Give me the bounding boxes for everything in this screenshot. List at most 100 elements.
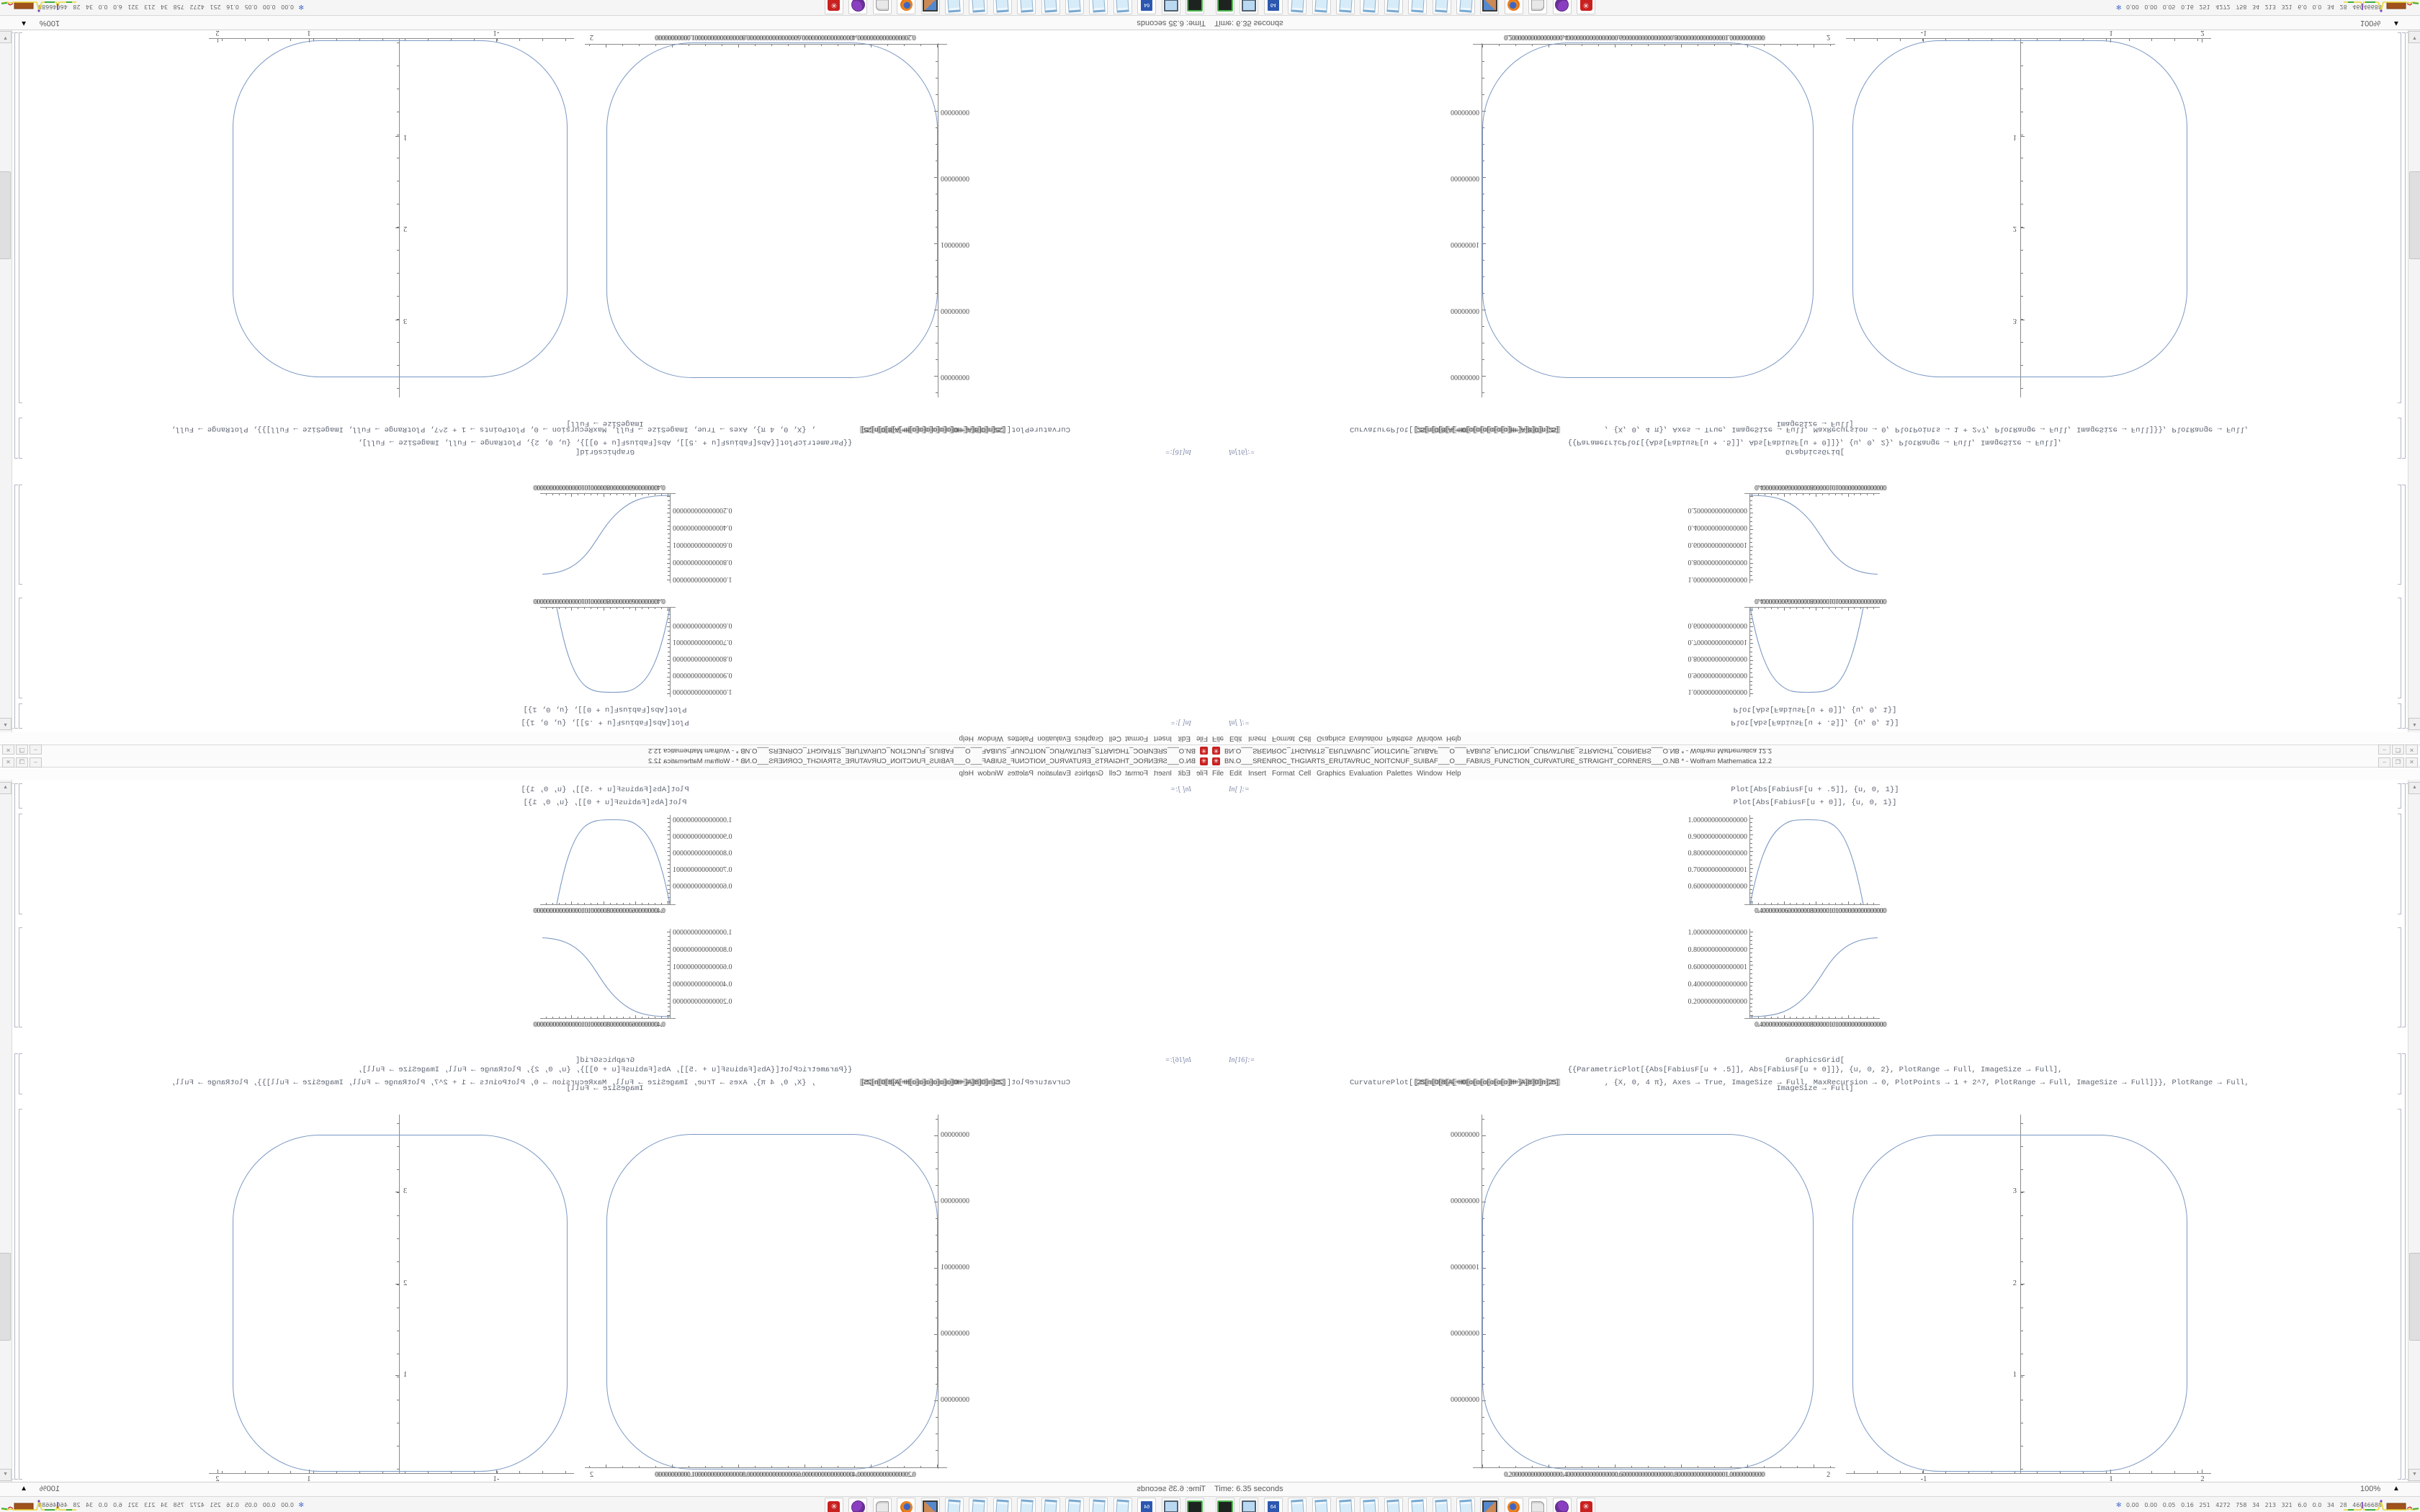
notepad-icon[interactable] [1336,1498,1355,1512]
code-line[interactable]: Plot[Abs[FabiusF[u + 0]], {u, 0, 1}] [1733,705,1897,714]
notepad-icon[interactable] [945,0,964,14]
cell-bracket[interactable] [19,1109,22,1480]
menu-palettes[interactable]: Palettes [1386,734,1413,742]
close-button[interactable]: ✕ [2,744,14,755]
cell-bracket[interactable] [14,1053,18,1480]
code-line[interactable]: GraphicsGrid[ [575,1056,635,1065]
menu-graphics[interactable]: Graphics [1317,734,1346,742]
notepad-icon[interactable] [1384,0,1403,14]
menu-evaluation[interactable]: Evaluation [1037,734,1071,742]
notepad-icon[interactable] [1456,1498,1475,1512]
menu-palettes[interactable]: Palettes [1007,734,1034,742]
notebook-area[interactable]: In[ ]:= Plot[Abs[FabiusF[u + .5]], {u, 0… [1210,780,2420,1482]
document-scroll-icon[interactable] [872,0,892,14]
cell-bracket[interactable] [14,783,18,1027]
firefox-icon[interactable] [1504,0,1523,14]
menu-format[interactable]: Format [1272,734,1295,742]
magnification-control[interactable]: 100% [39,1485,60,1493]
cell-bracket[interactable] [2398,703,2401,729]
magnification-arrow-icon[interactable]: ▲ [20,1485,27,1493]
display-settings-icon[interactable] [1161,1498,1180,1512]
notepad-icon[interactable] [1312,0,1331,14]
scroll-down-button[interactable]: ▼ [2408,31,2420,43]
minimize-button[interactable]: – [2378,744,2390,755]
menu-graphics[interactable]: Graphics [1074,770,1103,778]
code-line[interactable]: {{ParametricPlot[{Abs[FabiusF[u + .5]], … [357,1066,853,1074]
menu-graphics[interactable]: Graphics [1317,770,1346,778]
cell-bracket[interactable] [19,703,22,729]
menu-window[interactable]: Window [1417,770,1443,778]
screenshot-tool-icon[interactable] [920,0,940,14]
notepad-icon[interactable] [1041,1498,1060,1512]
scroll-down-button[interactable]: ▼ [0,31,12,43]
menu-insert[interactable]: Insert [1153,770,1172,778]
menu-graphics[interactable]: Graphics [1074,734,1103,742]
notepad-icon[interactable] [992,0,1012,14]
cell-bracket[interactable] [2398,783,2401,809]
scrollbar-thumb[interactable] [2409,171,2420,259]
menu-format[interactable]: Format [1272,770,1295,778]
screenshot-tool-icon[interactable] [1480,0,1500,14]
firefox-icon[interactable] [1504,1498,1523,1512]
mathematica-icon[interactable]: ✳ [1577,0,1595,14]
minimize-button[interactable]: – [2378,757,2390,768]
code-line[interactable]: {{ParametricPlot[{Abs[FabiusF[u + .5]], … [1567,438,2063,446]
menu-help[interactable]: Help [959,734,974,742]
menu-evaluation[interactable]: Evaluation [1037,770,1071,778]
vertical-scrollbar[interactable] [0,780,12,1482]
menu-palettes[interactable]: Palettes [1386,770,1413,778]
menu-format[interactable]: Format [1125,734,1148,742]
display-settings-icon[interactable] [1240,0,1259,14]
window-titlebar[interactable]: ✳ BN.O___SRENROC_THGIARTS_ERUTAVRUC_NOIT… [1210,756,2420,768]
cell-bracket[interactable] [14,485,18,729]
code-line[interactable]: {{ParametricPlot[{Abs[FabiusF[u + .5]], … [357,438,853,446]
close-button[interactable]: ✕ [2406,757,2418,768]
menu-edit[interactable]: Edit [1178,734,1191,742]
code-line[interactable]: Plot[Abs[FabiusF[u + 0]], {u, 0, 1}] [523,798,687,807]
notepad-icon[interactable] [1432,1498,1451,1512]
code-line[interactable]: Plot[Abs[FabiusF[u + .5]], {u, 0, 1}] [1731,786,1899,794]
cell-bracket[interactable] [2398,32,2401,403]
menu-help[interactable]: Help [1446,734,1461,742]
menu-insert[interactable]: Insert [1248,770,1267,778]
drive-backup-icon[interactable] [1186,1498,1204,1512]
notepad-icon[interactable] [1288,1498,1307,1512]
code-line[interactable]: Plot[Abs[FabiusF[u + 0]], {u, 0, 1}] [1733,798,1897,807]
document-scroll-icon[interactable] [1528,0,1548,14]
notepad-icon[interactable] [945,1498,964,1512]
scrollbar-thumb[interactable] [2409,1253,2420,1341]
magnification-arrow-icon[interactable]: ▲ [20,19,27,27]
cell-bracket[interactable] [19,32,22,403]
menu-format[interactable]: Format [1125,770,1148,778]
menu-window[interactable]: Window [977,770,1003,778]
cell-bracket[interactable] [2398,418,2401,459]
scroll-up-button[interactable]: ▲ [0,782,12,794]
cell-bracket[interactable] [2402,32,2406,459]
dosbox-icon[interactable] [848,0,868,14]
menu-insert[interactable]: Insert [1153,734,1172,742]
firefox-icon[interactable] [897,0,916,14]
menu-evaluation[interactable]: Evaluation [1349,770,1383,778]
cell-bracket[interactable] [19,814,22,914]
close-button[interactable]: ✕ [2406,744,2418,755]
code-line[interactable]: Plot[Abs[FabiusF[u + .5]], {u, 0, 1}] [1731,718,1899,726]
window-titlebar[interactable]: ✳ BN.O___SRENROC_THGIARTS_ERUTAVRUC_NOIT… [0,756,1210,768]
code-line[interactable]: Plot[Abs[FabiusF[u + .5]], {u, 0, 1}] [521,786,689,794]
notepad-icon[interactable] [1113,1498,1132,1512]
notepad-icon[interactable] [969,0,988,14]
floppy-64-icon[interactable]: 64 [1137,0,1157,14]
cell-bracket[interactable] [2402,783,2406,1027]
cell-bracket[interactable] [14,32,18,459]
menu-help[interactable]: Help [959,770,974,778]
restore-button[interactable]: ❐ [16,744,28,755]
menu-window[interactable]: Window [1417,734,1443,742]
notepad-icon[interactable] [1089,1498,1108,1512]
notepad-icon[interactable] [1041,0,1060,14]
drive-backup-icon[interactable] [1216,1498,1234,1512]
mathematica-icon[interactable]: ✳ [825,1498,843,1512]
cell-bracket[interactable] [2398,485,2401,585]
menu-file[interactable]: File [1196,734,1208,742]
scroll-up-button[interactable]: ▲ [2408,782,2420,794]
notepad-icon[interactable] [1089,0,1108,14]
cell-bracket[interactable] [19,418,22,459]
